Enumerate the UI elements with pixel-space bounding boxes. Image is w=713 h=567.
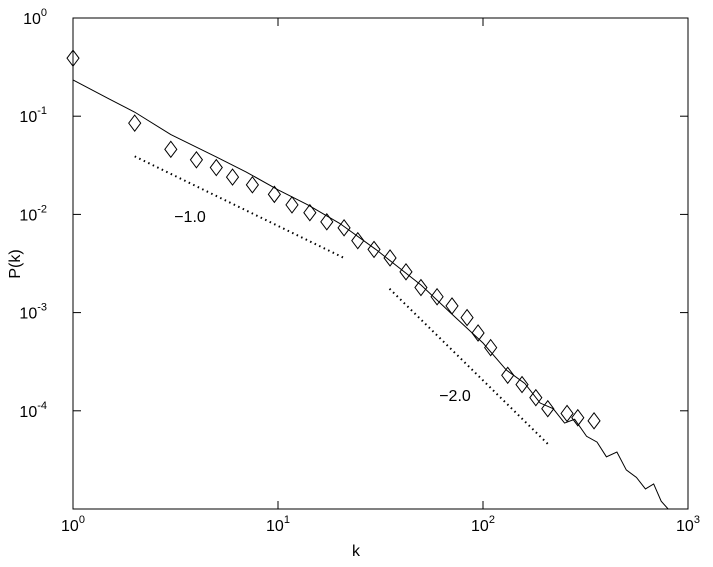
diamond-marker [430, 287, 444, 306]
y-tick-label-base: 10 [19, 306, 37, 323]
diamond-marker [303, 203, 317, 222]
x-tick-label-power: 2 [489, 514, 495, 526]
y-tick-label-power: 0 [41, 7, 47, 19]
diamond-marker [367, 240, 381, 259]
x-tick-label: 100 [61, 514, 85, 535]
diamond-marker [541, 399, 555, 418]
y-tick-label-power: -2 [37, 203, 47, 215]
x-tick-label-power: 3 [694, 514, 700, 526]
diamond-marker [189, 150, 204, 169]
diamond-marker [164, 140, 178, 159]
diamond-marker [267, 185, 281, 204]
x-tick-label-base: 10 [266, 518, 284, 535]
diamond-marker [399, 263, 413, 281]
diamond-marker [209, 158, 223, 177]
y-tick-label-base: 10 [19, 207, 37, 224]
diamond-marker [383, 249, 397, 267]
x-tick-label-base: 10 [471, 518, 489, 535]
diamond-marker [285, 196, 299, 214]
y-tick-label-base: 10 [23, 11, 41, 28]
diamond-marker [560, 404, 574, 423]
y-tick-label: 100 [23, 7, 47, 28]
diamond-marker [225, 168, 240, 186]
distribution-line [72, 79, 669, 510]
reference-line [388, 288, 549, 445]
y-tick-label-power: -4 [37, 400, 47, 412]
y-tick-label-base: 10 [19, 109, 37, 126]
x-tick-label-power: 1 [284, 514, 290, 526]
diamond-marker [460, 308, 474, 327]
plot-frame [72, 17, 689, 510]
x-tick-label-base: 10 [676, 518, 694, 535]
diamond-marker [128, 114, 142, 132]
x-tick-label-base: 10 [61, 518, 79, 535]
slope-annotation: −2.0 [439, 388, 471, 405]
y-tick-label: 10-2 [19, 203, 47, 224]
diamond-marker [484, 338, 498, 357]
x-tick-label: 103 [676, 514, 700, 535]
diamond-marker [414, 278, 428, 297]
slope-annotation: −1.0 [174, 209, 206, 226]
x-tick-label-power: 0 [79, 514, 85, 526]
y-tick-label: 10-4 [19, 400, 47, 421]
diamond-marker [501, 366, 515, 385]
diamond-marker [337, 218, 351, 237]
diamond-marker [529, 388, 543, 407]
x-tick-label: 102 [471, 514, 495, 535]
x-tick-label: 101 [266, 514, 290, 535]
diamond-marker [571, 408, 585, 427]
y-tick-label-base: 10 [19, 404, 37, 421]
reference-line [134, 155, 345, 259]
diamond-marker [320, 213, 334, 231]
y-tick-label-power: -1 [37, 105, 47, 117]
diamond-marker [515, 375, 529, 394]
x-axis-label: k [352, 543, 361, 560]
diamond-marker [587, 412, 601, 430]
diamond-marker [445, 297, 459, 315]
y-tick-label: 10-3 [19, 302, 47, 323]
diamond-marker [471, 324, 485, 342]
diamond-marker [66, 49, 80, 67]
y-tick-label-power: -3 [37, 302, 47, 314]
y-axis-label: P(k) [7, 249, 24, 278]
y-tick-label: 10-1 [19, 105, 47, 126]
diamond-marker [245, 176, 260, 194]
diamond-marker [351, 231, 365, 250]
